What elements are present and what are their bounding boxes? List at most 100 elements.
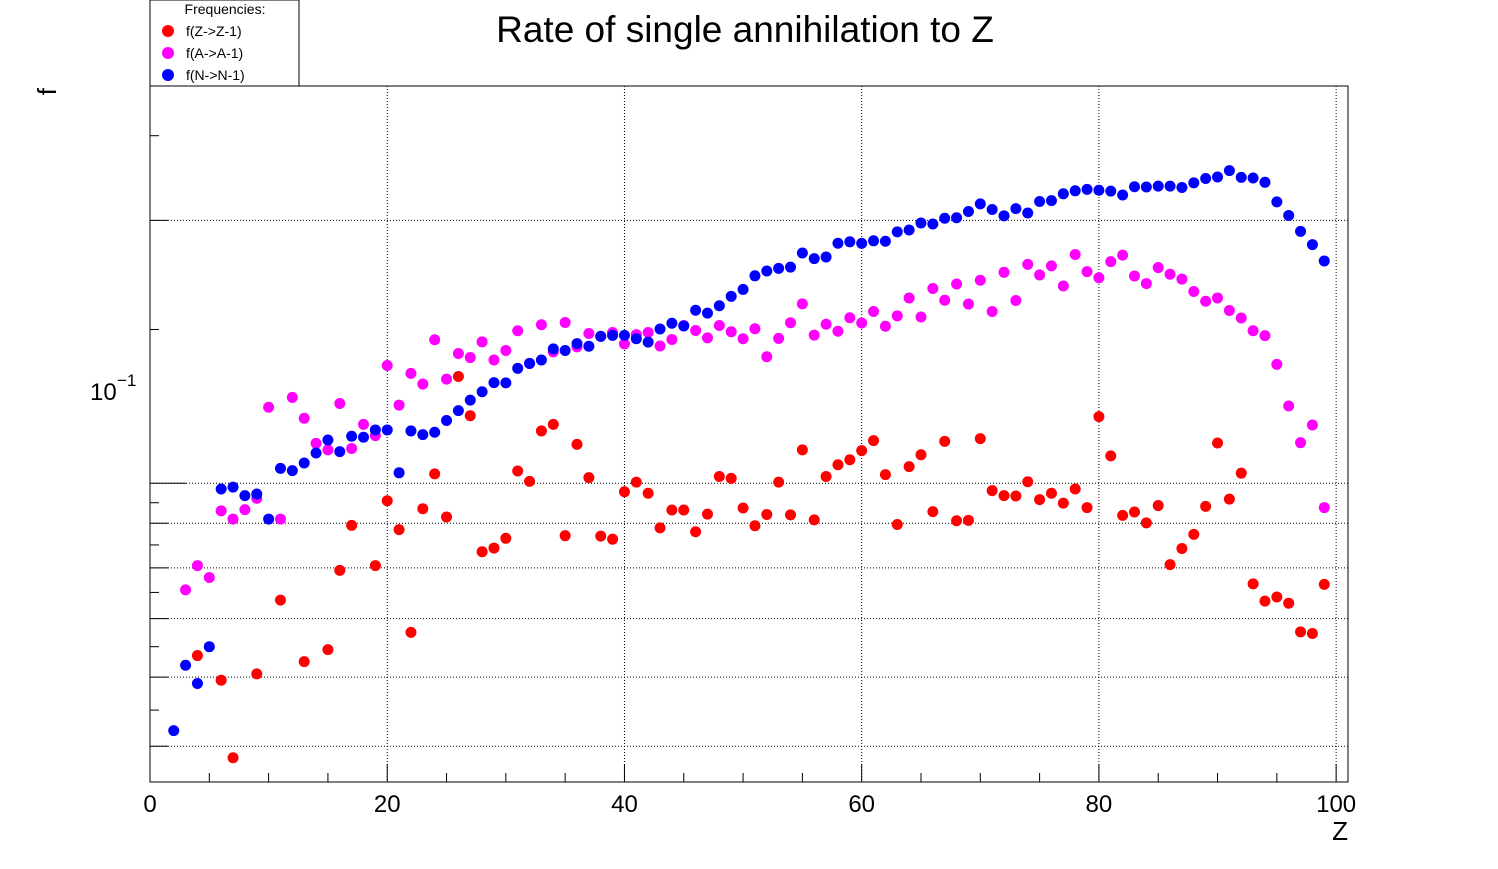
data-point (227, 481, 239, 493)
data-point (476, 546, 488, 558)
data-point (429, 334, 441, 346)
data-point (464, 394, 476, 406)
data-point (180, 584, 192, 596)
data-point (939, 435, 951, 447)
data-point (251, 668, 263, 680)
data-point (749, 520, 761, 532)
data-point (713, 471, 725, 483)
data-point (1081, 266, 1093, 278)
data-point (334, 446, 346, 458)
data-point (168, 725, 180, 737)
data-point (1010, 203, 1022, 215)
data-point (488, 377, 500, 389)
data-point (322, 434, 334, 446)
data-point (441, 415, 453, 427)
data-point (1306, 628, 1318, 640)
data-point (939, 212, 951, 224)
x-tick-label: 0 (143, 791, 156, 818)
data-point (1247, 325, 1259, 337)
data-point (595, 330, 607, 342)
data-point (891, 519, 903, 531)
data-point (808, 253, 820, 265)
data-point (891, 310, 903, 322)
x-tick-label: 20 (374, 791, 401, 818)
data-point (998, 266, 1010, 278)
data-point (856, 445, 868, 457)
data-point (1117, 249, 1129, 261)
data-point (1105, 185, 1117, 197)
data-point (1247, 578, 1259, 590)
data-point (1034, 269, 1046, 281)
data-point (1271, 591, 1283, 603)
legend-marker-z (162, 25, 174, 37)
data-point (1045, 260, 1057, 272)
data-point (666, 317, 678, 329)
data-point (1140, 278, 1152, 290)
data-point (559, 316, 571, 328)
data-point (856, 317, 868, 329)
data-point (1117, 509, 1129, 521)
data-point (820, 318, 832, 330)
data-point (298, 656, 310, 668)
series-1 (191, 371, 1330, 764)
data-point (1164, 180, 1176, 192)
data-point (761, 509, 773, 521)
data-point (476, 386, 488, 398)
data-point (1247, 172, 1259, 184)
x-axis-title: Z (1332, 816, 1348, 846)
data-point (1318, 255, 1330, 267)
data-point (1081, 502, 1093, 514)
data-point (1176, 273, 1188, 285)
data-point (583, 328, 595, 340)
data-point (1200, 500, 1212, 512)
data-point (263, 513, 275, 525)
data-point (879, 235, 891, 247)
data-point (1069, 185, 1081, 197)
data-point (974, 433, 986, 445)
data-point (618, 486, 630, 498)
data-point (761, 351, 773, 363)
data-point (1223, 304, 1235, 316)
data-point (951, 515, 963, 527)
data-point (690, 526, 702, 538)
data-point (725, 290, 737, 302)
data-point (405, 425, 417, 437)
data-point (630, 476, 642, 488)
data-point (417, 503, 429, 515)
data-point (393, 467, 405, 479)
data-point (1022, 207, 1034, 219)
data-point (1318, 502, 1330, 514)
data-point (1212, 171, 1224, 183)
data-point (1176, 543, 1188, 555)
data-point (820, 471, 832, 483)
data-point (441, 373, 453, 385)
data-point (903, 461, 915, 473)
data-point (488, 354, 500, 366)
data-point (322, 644, 334, 656)
data-point (1140, 517, 1152, 529)
data-point (939, 294, 951, 306)
data-point (927, 506, 939, 518)
data-point (690, 324, 702, 336)
data-point (737, 333, 749, 345)
data-point (180, 659, 192, 671)
data-point (1223, 165, 1235, 177)
data-point (512, 362, 524, 374)
data-point (1152, 262, 1164, 274)
legend-marker-a (162, 47, 174, 59)
data-point (346, 443, 358, 455)
data-point (405, 626, 417, 638)
data-point (1010, 490, 1022, 502)
data-point (381, 495, 393, 507)
data-point (1164, 268, 1176, 280)
data-point (749, 270, 761, 282)
data-point (630, 333, 642, 345)
data-point (334, 564, 346, 576)
data-point (1057, 280, 1069, 292)
data-point (725, 472, 737, 484)
data-point (298, 457, 310, 469)
data-point (1093, 272, 1105, 284)
data-point (215, 505, 227, 517)
data-point (334, 398, 346, 410)
